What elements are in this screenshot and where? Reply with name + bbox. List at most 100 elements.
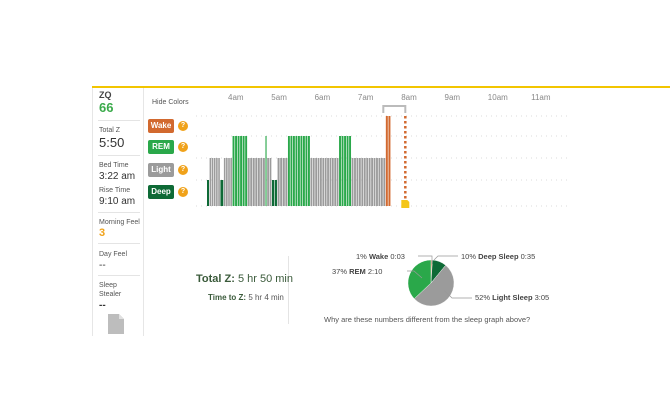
- sleep-bar: [378, 158, 381, 206]
- wake-pct: 1%: [356, 252, 367, 261]
- deep-pie-label: 10% Deep Sleep 0:35: [461, 252, 535, 261]
- sleep-pie-chart: [407, 259, 455, 307]
- time-to-z-value: 5 hr 4 min: [248, 293, 284, 302]
- sleep-bar: [327, 158, 329, 206]
- sleep-bar: [230, 158, 232, 206]
- sleep-segment-deep: [220, 180, 224, 206]
- rem-help-icon[interactable]: ?: [178, 142, 188, 152]
- sleep-bar: [344, 136, 346, 206]
- sleep-bar: [363, 158, 366, 206]
- sleep-bar: [257, 158, 260, 206]
- time-to-z-summary: Time to Z: 5 hr 4 min: [208, 293, 293, 302]
- rise-time-bracket: [382, 105, 407, 113]
- morning-feel-stat[interactable]: Morning Feel 3: [99, 218, 141, 240]
- sleep-bar: [315, 158, 318, 206]
- sleep-bar: [336, 158, 339, 206]
- rise-time-label: Rise Time: [99, 187, 131, 194]
- sleep-segment-light: [310, 158, 339, 206]
- total-z-summary-label: Total Z:: [196, 273, 235, 285]
- sleep-bar: [262, 158, 265, 206]
- sleep-segment-rem: [232, 136, 248, 206]
- wake-pie-label: 1% Wake 0:03: [356, 252, 405, 261]
- time-tick-8am: 8am: [401, 93, 417, 102]
- hide-colors-link[interactable]: Hide Colors: [152, 99, 189, 106]
- sleep-bar: [356, 158, 359, 206]
- sleep-stealer-stat[interactable]: Sleep Stealer --: [99, 281, 141, 312]
- sleep-bar: [383, 158, 386, 206]
- zq-label: ZQ: [99, 90, 112, 100]
- light-leader-line: [443, 289, 472, 299]
- sleep-bar: [211, 158, 214, 206]
- sleep-bar: [285, 158, 288, 206]
- sleep-bar: [260, 158, 263, 206]
- sleep-bar: [242, 136, 245, 206]
- sleep-segment-rem: [265, 136, 267, 206]
- wake-leader-line: [418, 255, 433, 264]
- sleep-bar: [351, 158, 354, 206]
- wake-help-icon[interactable]: ?: [178, 121, 188, 131]
- sleep-bar: [354, 158, 356, 206]
- wake-name: Wake: [368, 252, 389, 261]
- sleep-bar: [207, 180, 209, 206]
- sleep-bar: [240, 136, 243, 206]
- sleep-bar: [376, 158, 378, 206]
- sleep-segment-light: [223, 158, 232, 206]
- sleep-bar: [380, 158, 383, 206]
- sleep-bar: [265, 136, 267, 206]
- deep-time: 0:35: [520, 252, 536, 261]
- sleep-bar: [269, 158, 272, 206]
- sleep-bar: [300, 136, 303, 206]
- rise-time-value: 9:10 am: [99, 196, 136, 207]
- morning-feel-value: 3: [99, 227, 106, 239]
- wake-time: 0:03: [390, 252, 405, 261]
- sleep-segment-light: [277, 158, 288, 206]
- day-feel-value: --: [99, 260, 106, 271]
- sleep-bar: [317, 158, 320, 206]
- sleep-bar: [250, 158, 253, 206]
- legend-rem-button[interactable]: REM: [148, 140, 174, 154]
- sleep-bar: [274, 180, 277, 206]
- deep-leader-line: [433, 255, 458, 261]
- sleep-bar: [220, 180, 224, 206]
- sleep-bar: [322, 158, 325, 206]
- sleep-bar: [307, 136, 310, 206]
- sleep-stealer-label: Sleep Stealer: [99, 282, 122, 298]
- pie-leader-lines: [407, 255, 458, 279]
- rem-leader-line: [407, 270, 423, 279]
- sleep-bar: [329, 158, 332, 206]
- sleep-bar: [280, 158, 283, 206]
- day-feel-label: Day Feel: [99, 251, 128, 258]
- time-tick-6am: 6am: [314, 93, 331, 102]
- sleep-bar: [247, 158, 250, 206]
- sleep-bar: [295, 136, 298, 206]
- deep-help-icon[interactable]: ?: [178, 187, 188, 197]
- sleep-bar: [320, 158, 322, 206]
- sleep-bar: [213, 158, 216, 206]
- document-icon[interactable]: [108, 314, 124, 334]
- deep-pct: 10%: [461, 252, 477, 261]
- sleep-bar: [305, 136, 308, 206]
- sleep-bar: [331, 158, 334, 206]
- day-feel-stat[interactable]: Day Feel --: [99, 250, 141, 272]
- sleep-segment-deep: [207, 180, 209, 206]
- sleep-stealer-value: --: [99, 300, 106, 311]
- time-tick-10am: 10am: [487, 93, 508, 102]
- sleep-bar: [368, 158, 371, 206]
- sleep-bar: [223, 158, 226, 206]
- sleep-bar: [302, 136, 305, 206]
- sleep-segment-rem: [339, 136, 352, 206]
- sleep-segment-light: [267, 158, 272, 206]
- pie-slice-rem: [407, 259, 432, 300]
- legend-wake-button[interactable]: Wake: [148, 119, 174, 133]
- sleep-segment-light: [247, 158, 265, 206]
- sleep-segment-rem: [287, 136, 310, 206]
- sleep-bar: [297, 136, 300, 206]
- sleep-segment-light: [209, 158, 220, 206]
- light-help-icon[interactable]: ?: [178, 165, 188, 175]
- bed-time-stat: Bed Time 3:22 am: [99, 161, 141, 183]
- legend-light-button[interactable]: Light: [148, 163, 174, 177]
- sleep-summary: Total Z: 5 hr 50 min Time to Z: 5 hr 4 m…: [196, 273, 293, 302]
- legend-deep-button[interactable]: Deep: [148, 185, 174, 199]
- sleep-bar: [341, 136, 344, 206]
- why-numbers-differ-link[interactable]: Why are these numbers different from the…: [324, 315, 531, 324]
